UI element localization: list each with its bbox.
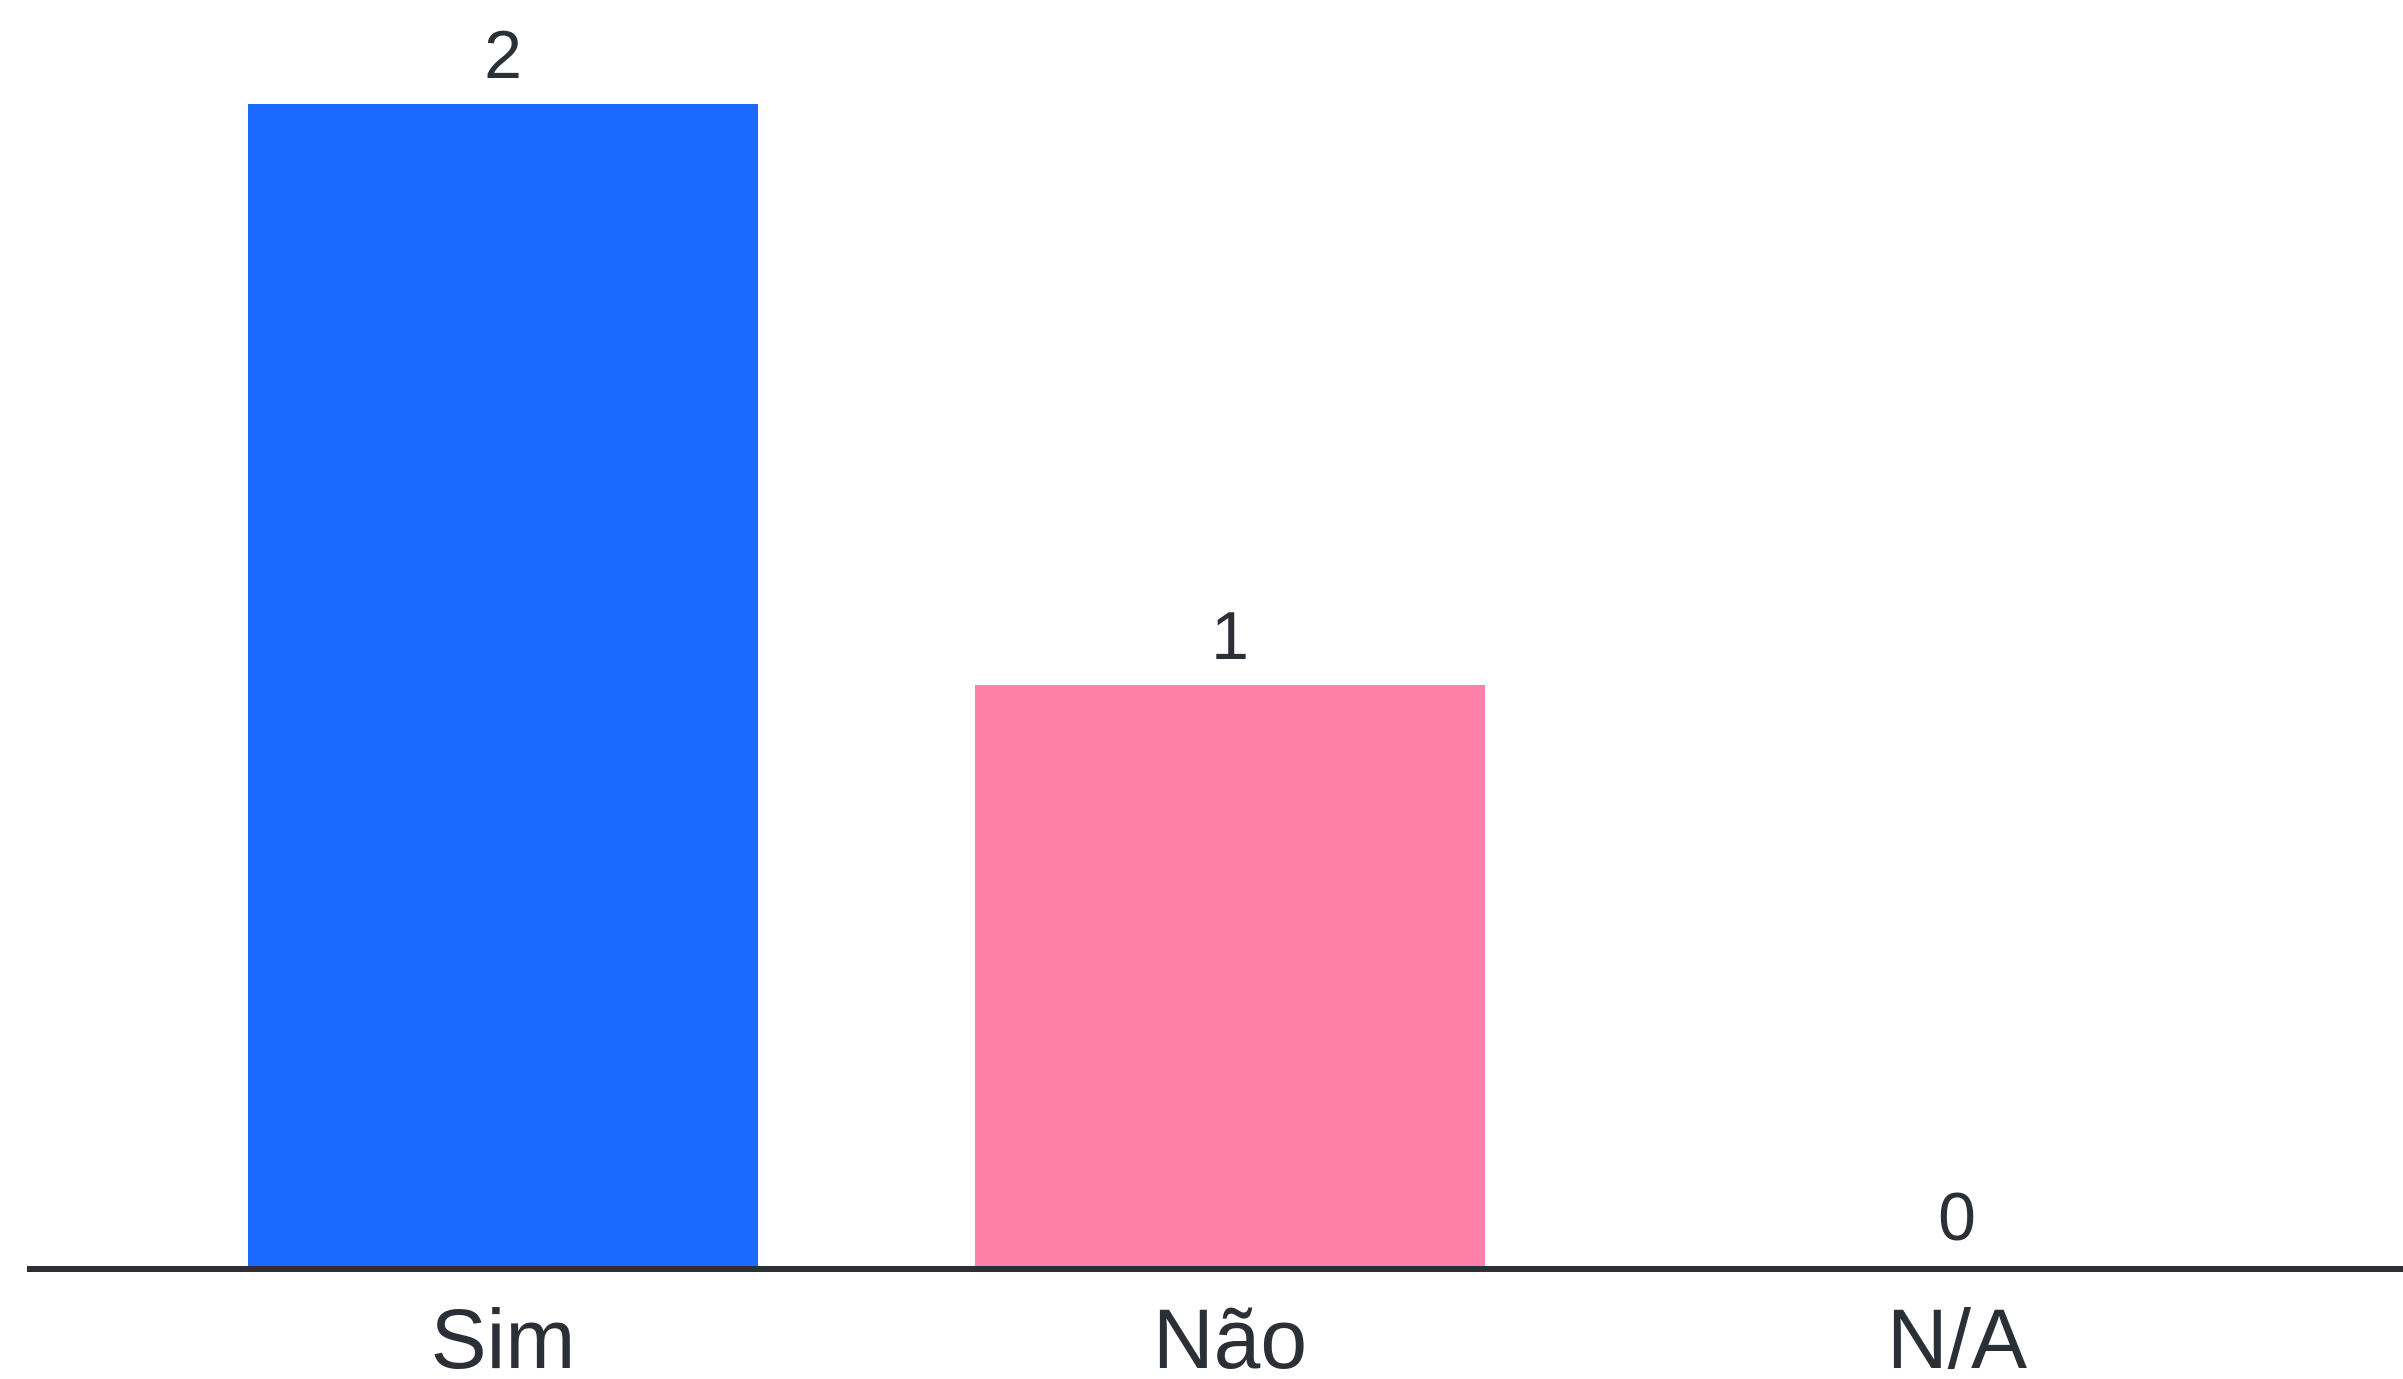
bar-nao	[975, 685, 1485, 1266]
category-label-sim: Sim	[431, 1292, 576, 1379]
category-label-n-a: N/A	[1887, 1292, 2027, 1379]
value-labels-group: 2 1 0	[484, 17, 1976, 1255]
value-label-sim: 2	[484, 17, 522, 93]
bar-sim	[248, 104, 758, 1266]
bars-group	[248, 104, 1485, 1266]
value-label-n-a: 0	[1938, 1179, 1976, 1255]
value-label-nao: 1	[1211, 598, 1249, 674]
category-label-nao: Não	[1153, 1292, 1307, 1379]
category-labels-group: Sim Não N/A	[431, 1292, 2027, 1379]
